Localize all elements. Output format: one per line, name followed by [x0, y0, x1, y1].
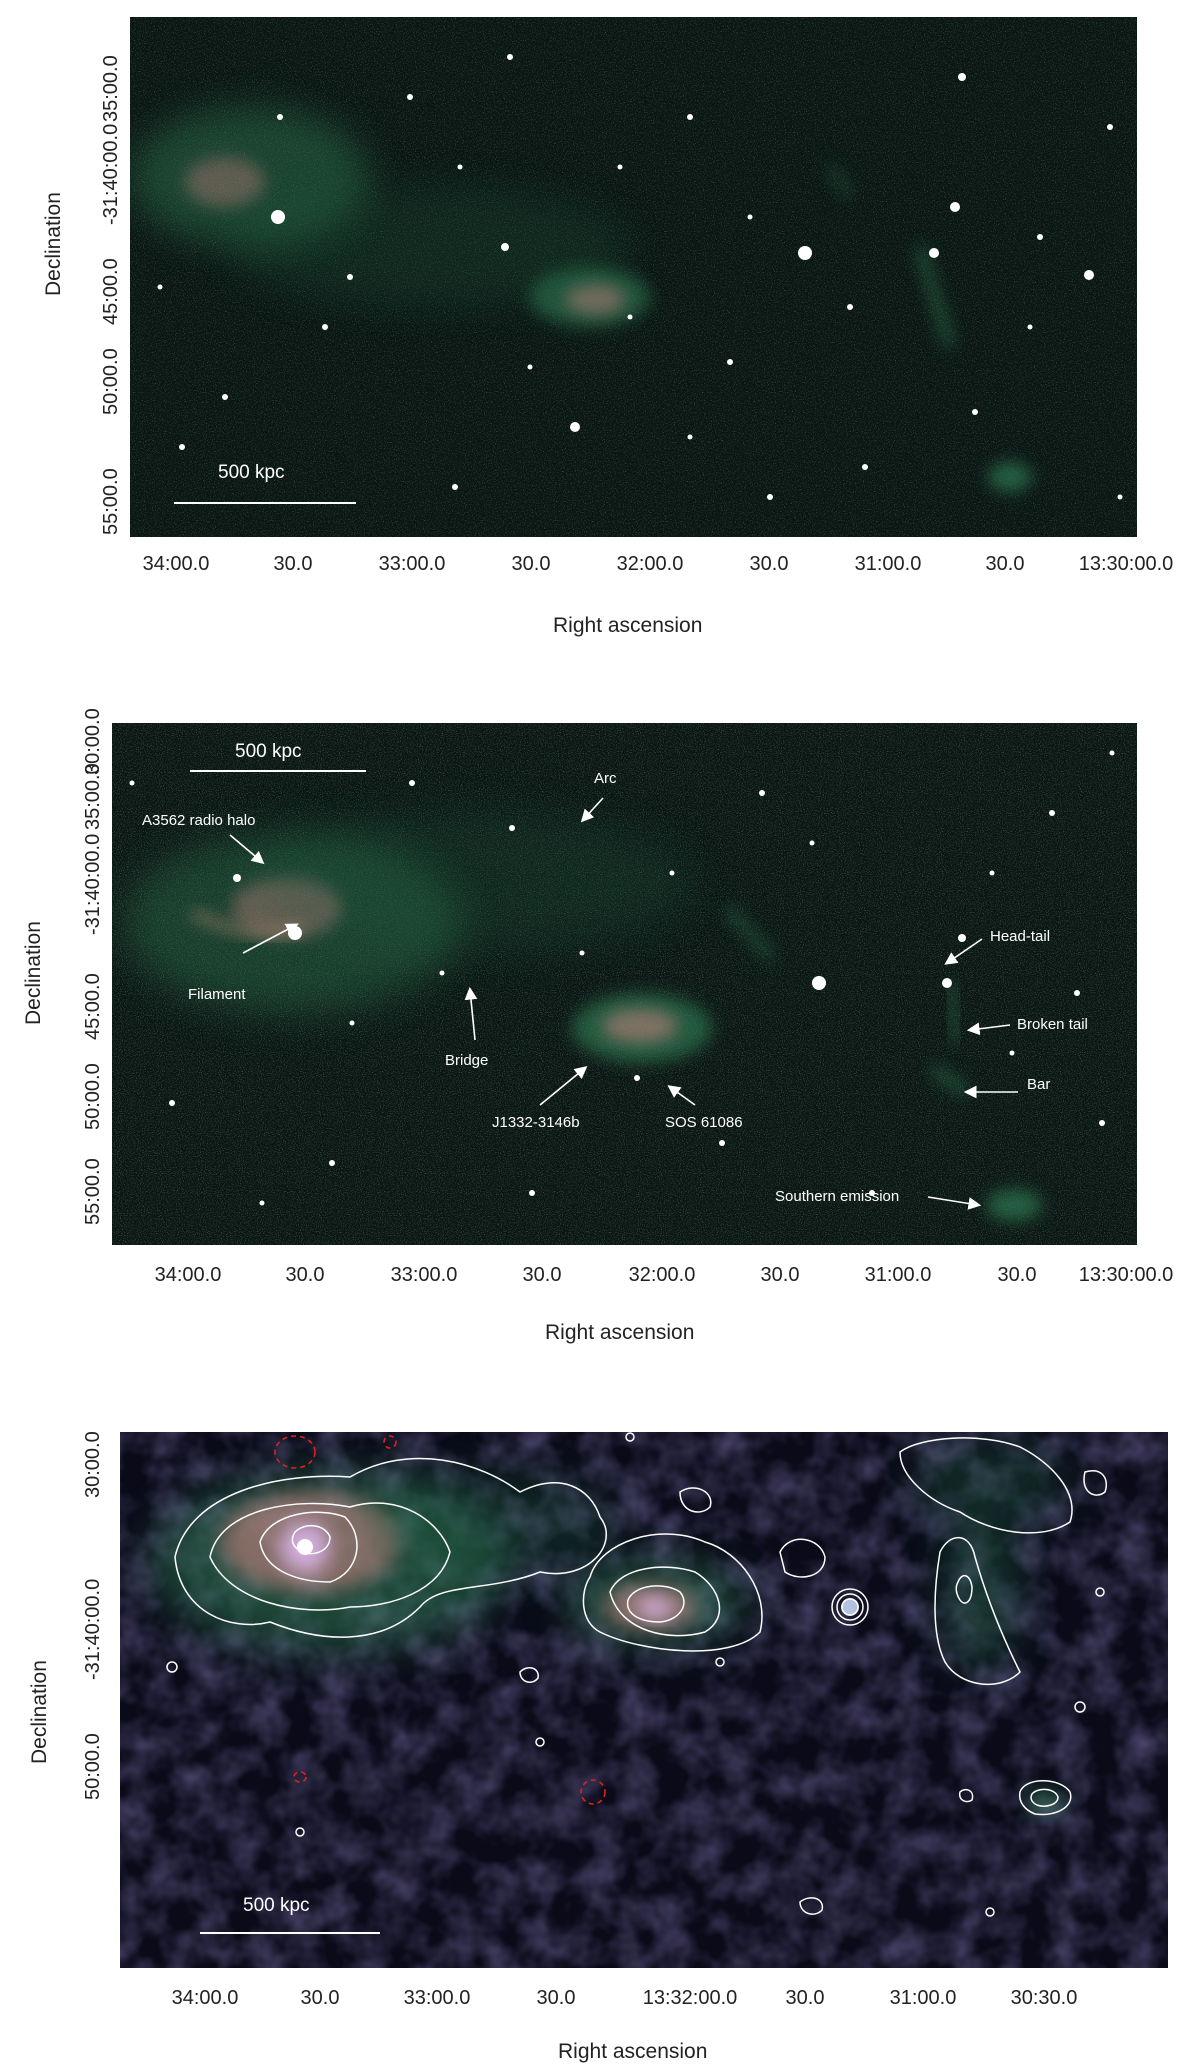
- arrow-filament: [242, 923, 299, 954]
- label-radio-halo: A3562 radio halo: [142, 812, 256, 829]
- label-head-tail: Head-tail: [990, 928, 1051, 945]
- middle-x-axis-title: Right ascension: [545, 1321, 695, 1344]
- middle-ytick: 55:00.0: [82, 1158, 104, 1225]
- middle-xtick: 30.0: [285, 1264, 325, 1286]
- middle-xtick: 30.0: [997, 1264, 1037, 1286]
- bottom-xtick: 34:00.0: [171, 1987, 239, 2009]
- middle-xtick: 31:00.0: [864, 1264, 932, 1286]
- top-radio-image: [130, 17, 1137, 537]
- label-filament: Filament: [188, 986, 246, 1003]
- top-xtick: 30.0: [985, 553, 1025, 575]
- top-xtick: 31:00.0: [854, 553, 922, 575]
- arrow-headtail: [944, 938, 983, 965]
- bottom-xtick: 30.0: [536, 1987, 576, 2009]
- middle-xtick: 13:30:00.0: [1078, 1264, 1174, 1286]
- bottom-contour-image: [120, 1432, 1168, 1968]
- bottom-xtick: 13:32:00.0: [642, 1987, 738, 2009]
- bottom-y-axis-title: Declination: [28, 1660, 51, 1764]
- label-sos: SOS 61086: [665, 1114, 743, 1131]
- top-scale-bar-label: 500 kpc: [218, 462, 285, 483]
- middle-radio-image: [112, 723, 1137, 1245]
- top-scale-bar: [174, 502, 356, 504]
- arrow-broken: [966, 1022, 1011, 1036]
- arrow-halo: [229, 834, 265, 865]
- middle-ytick: -31:40:00.0: [82, 833, 104, 935]
- bottom-ytick: -31:40:00.0: [82, 1578, 104, 1680]
- middle-ytick: 30:00.0: [82, 708, 104, 775]
- middle-xtick: 30.0: [522, 1264, 562, 1286]
- bottom-scale-bar: [200, 1932, 380, 1934]
- middle-ytick: 50:00.0: [82, 1063, 104, 1130]
- bottom-xtick: 30.0: [785, 1987, 825, 2009]
- bottom-ytick: 30:00.0: [82, 1431, 104, 1498]
- middle-xtick: 33:00.0: [390, 1264, 458, 1286]
- middle-xtick: 32:00.0: [628, 1264, 696, 1286]
- bottom-x-axis-title: Right ascension: [558, 2040, 708, 2063]
- top-xtick: 33:00.0: [378, 553, 446, 575]
- bottom-xtick: 33:00.0: [403, 1987, 471, 2009]
- label-j1332: J1332-3146b: [492, 1114, 580, 1131]
- label-broken-tail: Broken tail: [1017, 1016, 1088, 1033]
- arrow-sos: [667, 1085, 696, 1106]
- top-xtick: 32:00.0: [616, 553, 684, 575]
- bottom-xtick: 30.0: [300, 1987, 340, 2009]
- top-xtick: 30.0: [273, 553, 313, 575]
- top-xtick: 13:30:00.0: [1078, 553, 1174, 575]
- middle-xtick: 34:00.0: [154, 1264, 222, 1286]
- arrow-j1332: [539, 1065, 588, 1106]
- middle-scale-bar: [190, 770, 366, 772]
- bottom-xtick: 31:00.0: [889, 1987, 957, 2009]
- bottom-xtick: 30:30.0: [1010, 1987, 1078, 2009]
- middle-scale-bar-label: 500 kpc: [235, 741, 302, 762]
- top-xtick: 34:00.0: [142, 553, 210, 575]
- label-southern-emission: Southern emission: [775, 1188, 900, 1205]
- arrow-southern: [927, 1196, 982, 1210]
- top-xtick: 30.0: [511, 553, 551, 575]
- top-xtick: 30.0: [749, 553, 789, 575]
- arrow-arc: [580, 797, 604, 823]
- label-bridge: Bridge: [445, 1052, 489, 1069]
- label-arc: Arc: [594, 770, 617, 787]
- middle-ytick: 45:00.0: [82, 973, 104, 1040]
- bottom-scale-bar-label: 500 kpc: [243, 1895, 310, 1916]
- bottom-ytick: 50:00.0: [82, 1733, 104, 1800]
- top-x-axis-title: Right ascension: [553, 614, 703, 637]
- middle-xtick: 30.0: [760, 1264, 800, 1286]
- arrow-bridge: [464, 986, 478, 1041]
- label-bar: Bar: [1027, 1076, 1051, 1093]
- middle-y-axis-title: Declination: [22, 921, 45, 1025]
